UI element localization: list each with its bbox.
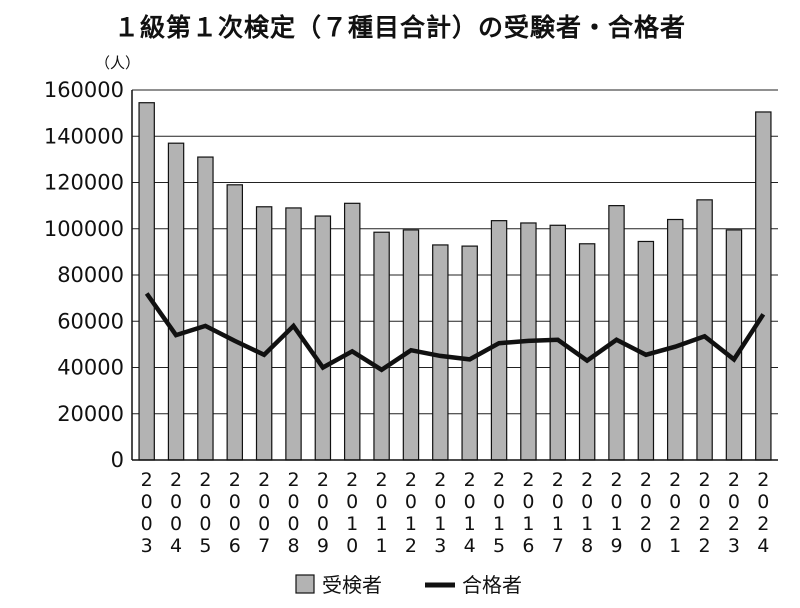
y-tick-label: 60000 bbox=[57, 309, 124, 333]
y-tick-label: 160000 bbox=[44, 78, 124, 102]
bar-2012 bbox=[402, 229, 420, 461]
bar-2010 bbox=[343, 202, 361, 461]
bar-2024 bbox=[755, 111, 772, 461]
bar-2022 bbox=[696, 199, 713, 461]
bar-2005 bbox=[197, 156, 214, 461]
bar-2004 bbox=[167, 142, 185, 461]
line-series bbox=[144, 292, 766, 373]
axes bbox=[131, 90, 778, 461]
chart-title: １級第１次検定（７種目合計）の受験者・合格者 bbox=[113, 13, 686, 42]
legend-bar-swatch bbox=[295, 574, 315, 594]
legend: 受検者 合格者 bbox=[295, 573, 522, 597]
bar-2007 bbox=[255, 206, 273, 461]
bar-2009 bbox=[314, 215, 332, 461]
x-axis-ticks: 2 0 0 3 2 0 0 4 2 0 0 5 2 0 0 6 2 0 0 7 2 0 0 8 2 0 0 9 2 0 1 0 2 0 1 1 2 0 1 2… bbox=[141, 469, 770, 557]
legend-line-label: 合格者 bbox=[462, 573, 522, 597]
line-series-path bbox=[144, 292, 766, 373]
bar-2015 bbox=[490, 220, 508, 461]
y-tick-label: 140000 bbox=[44, 124, 124, 148]
bar-2003 bbox=[138, 102, 155, 461]
bar-2023 bbox=[725, 229, 743, 461]
y-tick-label: 100000 bbox=[44, 217, 124, 241]
bar-2021 bbox=[666, 218, 684, 461]
y-axis-unit: （人） bbox=[95, 54, 140, 72]
bar-2006 bbox=[226, 184, 244, 461]
bar-2011 bbox=[373, 231, 390, 461]
bar-2014 bbox=[461, 245, 478, 461]
legend-bar-label: 受検者 bbox=[322, 573, 382, 597]
bar-series bbox=[138, 102, 772, 461]
y-tick-label: 40000 bbox=[57, 356, 124, 380]
bar-2018 bbox=[578, 243, 596, 461]
y-axis-ticks: 0 20000 40000 60000 80000 100000 120000 140000 1… bbox=[44, 78, 124, 472]
y-tick-label: 120000 bbox=[44, 171, 124, 195]
bar-2013 bbox=[432, 244, 449, 461]
y-tick-label: 20000 bbox=[57, 402, 124, 426]
y-tick-label: 0 bbox=[111, 448, 124, 472]
bar-2019 bbox=[608, 205, 625, 461]
y-tick-label: 80000 bbox=[57, 263, 124, 287]
